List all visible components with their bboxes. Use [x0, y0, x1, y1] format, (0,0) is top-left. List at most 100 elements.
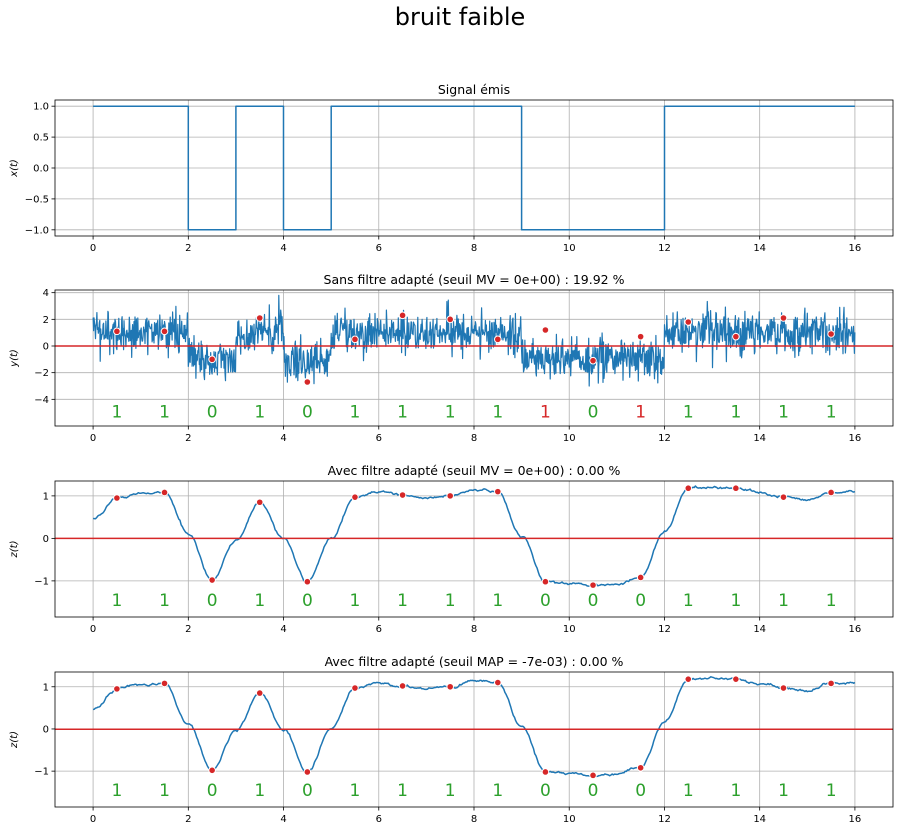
- sample-marker: [160, 679, 169, 688]
- y-tick-label: 0: [43, 534, 49, 545]
- sample-marker: [303, 577, 312, 586]
- decoded-bit-label: 1: [397, 781, 408, 801]
- sample-marker: [398, 682, 407, 690]
- x-tick-label: 6: [376, 814, 382, 825]
- y-tick-label: −1: [34, 576, 49, 587]
- sample-marker: [208, 355, 216, 364]
- x-tick-label: 2: [185, 814, 191, 825]
- decoded-bit-label: 1: [159, 591, 170, 611]
- x-tick-label: 16: [849, 433, 862, 444]
- axes-frame: [54, 671, 894, 808]
- decoded-bit-label: 1: [111, 402, 122, 422]
- y-tick-label: −4: [34, 395, 49, 406]
- sample-marker: [779, 684, 788, 692]
- x-tick-label: 8: [471, 624, 477, 635]
- subplot-title: Sans filtre adapté (seuil MV = 0e+00) : …: [324, 272, 625, 287]
- sample-marker: [684, 318, 693, 326]
- decoded-bit-label: 1: [111, 591, 122, 611]
- x-tick-label: 6: [376, 433, 382, 444]
- x-tick-label: 8: [471, 814, 477, 825]
- x-tick-label: 0: [90, 243, 96, 254]
- y-tick-label: −0.5: [25, 194, 49, 205]
- x-tick-label: 16: [849, 243, 862, 254]
- y-axis-label: y(t): [9, 349, 20, 368]
- sample-marker: [732, 484, 740, 493]
- sample-marker: [732, 675, 740, 683]
- decoded-bit-label: 1: [350, 591, 361, 611]
- x-tick-label: 0: [90, 814, 96, 825]
- sample-marker: [208, 576, 216, 584]
- y-axis-label: x(t): [9, 159, 20, 178]
- x-tick-label: 4: [280, 243, 286, 254]
- x-tick-label: 4: [280, 433, 286, 444]
- signal-line: [92, 676, 856, 778]
- decoded-bit-label: 1: [350, 402, 361, 422]
- x-tick-label: 0: [90, 433, 96, 444]
- sample-marker: [541, 577, 550, 586]
- decoded-bit-label: 1: [159, 781, 170, 801]
- y-axis-label: z(t): [9, 541, 20, 559]
- x-tick-label: 6: [376, 624, 382, 635]
- sample-marker: [255, 498, 264, 507]
- x-tick-label: 10: [563, 624, 576, 635]
- sample-marker: [446, 315, 454, 324]
- decoded-bit-label: 1: [254, 781, 265, 801]
- y-axis-label: z(t): [9, 731, 20, 749]
- sample-marker: [494, 678, 502, 687]
- x-tick-label: 4: [280, 624, 286, 635]
- decoded-bit-label: 1: [254, 402, 265, 422]
- y-tick-label: 1: [43, 682, 49, 693]
- sample-marker: [541, 768, 550, 776]
- x-tick-label: 0: [90, 624, 96, 635]
- sample-marker: [351, 684, 359, 692]
- subplot-title: Avec filtre adapté (seuil MV = 0e+00) : …: [328, 463, 621, 478]
- sample-marker: [494, 487, 502, 496]
- x-tick-label: 2: [185, 624, 191, 635]
- x-tick-label: 10: [563, 814, 576, 825]
- x-tick-label: 14: [753, 624, 766, 635]
- subplot-1: Signal émis 0 2 4 6 8 10 12 14 16 1.0 0.5 0.0 −0.5 −1.…: [9, 82, 894, 254]
- decoded-bit-label: 0: [302, 402, 313, 422]
- sample-marker: [779, 493, 788, 501]
- sample-marker: [589, 356, 597, 365]
- x-tick-label: 16: [849, 814, 862, 825]
- decoded-bit-label: 1: [683, 591, 694, 611]
- sample-marker: [351, 335, 359, 344]
- figure-suptitle: bruit faible: [395, 3, 526, 31]
- sample-marker: [303, 378, 312, 386]
- sample-marker: [113, 327, 121, 336]
- y-tick-label: 0: [43, 724, 49, 735]
- decoded-bit-label: 0: [302, 591, 313, 611]
- decoded-bit-label: 1: [254, 591, 265, 611]
- plot-area: [93, 105, 855, 231]
- decoded-bit-label: 1: [730, 781, 741, 801]
- y-tick-label: 4: [43, 288, 49, 299]
- decoded-bit-label: 1: [350, 781, 361, 801]
- sample-marker: [684, 675, 693, 683]
- sample-marker: [160, 327, 169, 336]
- decoded-bit-label: 1: [778, 402, 789, 422]
- decoded-bit-label: 0: [540, 591, 551, 611]
- sample-marker: [732, 332, 740, 341]
- sample-marker: [303, 768, 312, 776]
- decoded-bit-label: 0: [207, 591, 218, 611]
- sample-marker: [541, 326, 550, 334]
- sample-marker: [827, 488, 835, 497]
- decoded-bit-label: 1: [159, 402, 170, 422]
- y-tick-label: −1: [34, 767, 49, 778]
- x-tick-label: 2: [185, 243, 191, 254]
- signal-line: [93, 105, 855, 231]
- decoded-bit-label: 0: [540, 781, 551, 801]
- subplot-title: Signal émis: [438, 82, 510, 97]
- axes-frame: [54, 480, 894, 618]
- sample-marker: [827, 679, 835, 688]
- sample-marker: [636, 573, 645, 582]
- decoded-bit-label: 1: [397, 402, 408, 422]
- sample-marker: [636, 332, 645, 341]
- x-tick-label: 10: [563, 243, 576, 254]
- x-tick-label: 14: [753, 814, 766, 825]
- decoded-bit-label: 0: [302, 781, 313, 801]
- sample-marker: [779, 314, 788, 322]
